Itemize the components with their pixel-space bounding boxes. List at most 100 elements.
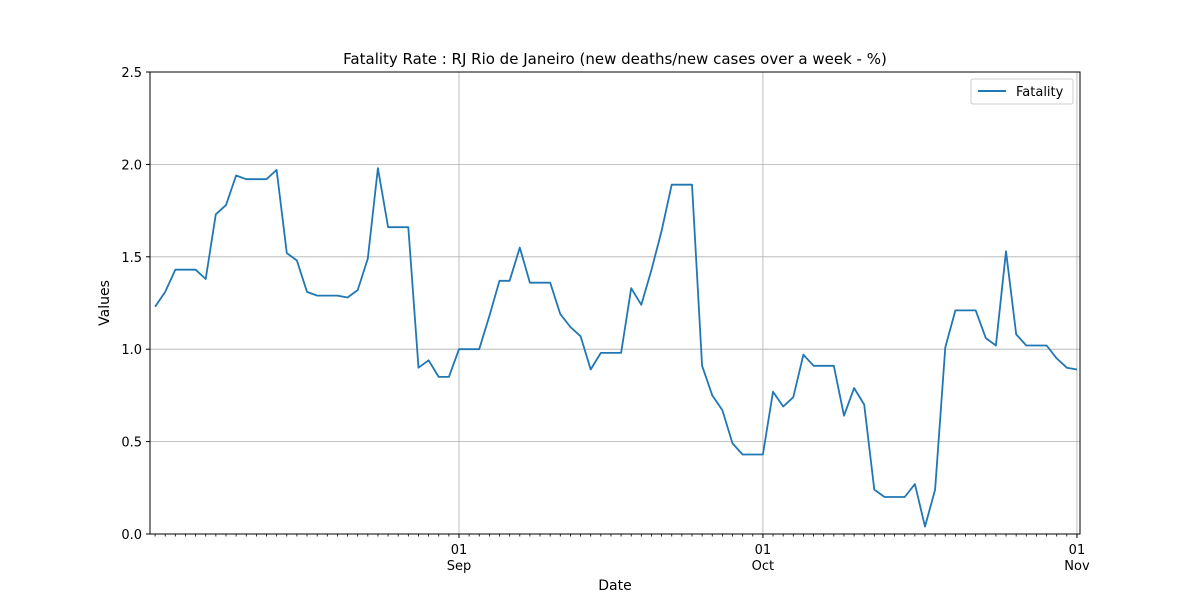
data-point: [620, 352, 622, 354]
data-point: [519, 247, 521, 249]
data-point: [833, 365, 835, 367]
x-axis-label: Date: [598, 578, 631, 594]
data-point: [154, 306, 156, 308]
y-tick-label: 0.5: [121, 436, 142, 451]
data-point: [458, 348, 460, 350]
data-point: [529, 282, 531, 284]
data-point: [195, 269, 197, 271]
data-point: [569, 326, 571, 328]
data-point: [174, 269, 176, 271]
data-point: [691, 184, 693, 186]
data-point: [255, 178, 257, 180]
data-point: [205, 278, 207, 280]
data-point: [347, 296, 349, 298]
data-point: [539, 282, 541, 284]
data-point: [671, 184, 673, 186]
data-point: [934, 489, 936, 491]
series-line-fatality: [154, 167, 1078, 528]
data-point: [387, 226, 389, 228]
data-point: [954, 309, 956, 311]
plot-frame: [149, 71, 1081, 535]
data-point: [478, 348, 480, 350]
data-point: [225, 204, 227, 206]
data-point: [975, 309, 977, 311]
data-point: [367, 258, 369, 260]
gridlines: [150, 71, 1080, 535]
data-point: [215, 213, 217, 215]
data-point: [650, 269, 652, 271]
data-point: [742, 454, 744, 456]
data-point: [549, 282, 551, 284]
y-tick-label: 1.0: [121, 343, 142, 358]
y-tick-label: 2.5: [121, 66, 142, 81]
data-point: [1025, 345, 1027, 347]
data-point: [843, 415, 845, 417]
data-point: [721, 409, 723, 411]
data-point: [468, 348, 470, 350]
data-point: [853, 387, 855, 389]
data-point: [610, 352, 612, 354]
data-point: [326, 295, 328, 297]
data-point: [883, 496, 885, 498]
data-point: [1056, 357, 1058, 359]
x-tick-day-label: 01: [451, 543, 468, 558]
data-point: [600, 352, 602, 354]
data-point: [863, 404, 865, 406]
data-point: [448, 376, 450, 378]
data-point: [357, 289, 359, 291]
data-point: [1046, 345, 1048, 347]
data-point: [813, 365, 815, 367]
data-point: [732, 442, 734, 444]
data-point: [772, 391, 774, 393]
data-point: [235, 174, 237, 176]
x-tick-month-label: Oct: [752, 559, 774, 574]
y-tick-label: 1.5: [121, 251, 142, 266]
data-point: [488, 315, 490, 317]
data-point: [661, 230, 663, 232]
data-point: [711, 394, 713, 396]
data-point: [792, 396, 794, 398]
data-point: [245, 178, 247, 180]
data-point: [894, 496, 896, 498]
data-point: [164, 291, 166, 293]
data-point: [438, 376, 440, 378]
y-tick-label: 0.0: [121, 528, 142, 543]
data-point: [924, 526, 926, 528]
data-point: [417, 367, 419, 369]
legend: Fatality: [970, 78, 1074, 105]
data-point: [1066, 367, 1068, 369]
legend-label-fatality: Fatality: [1016, 85, 1064, 100]
data-point: [630, 287, 632, 289]
x-tick-month-label: Nov: [1064, 559, 1090, 574]
data-point: [914, 483, 916, 485]
data-point: [428, 359, 430, 361]
x-tick-day-label: 01: [1069, 543, 1086, 558]
data-point: [184, 269, 186, 271]
data-point: [377, 167, 379, 169]
data-point: [985, 337, 987, 339]
data-point: [559, 313, 561, 315]
data-point: [823, 365, 825, 367]
data-point: [873, 489, 875, 491]
data-point: [266, 178, 268, 180]
chart-title: Fatality Rate : RJ Rio de Janeiro (new d…: [343, 50, 887, 68]
data-point: [316, 295, 318, 297]
y-axis-ticks: 0.0 0.5 1.0 1.5 2.0 2.5: [121, 66, 150, 543]
data-point: [397, 226, 399, 228]
data-point: [499, 280, 501, 282]
data-point: [681, 184, 683, 186]
data-point: [904, 496, 906, 498]
x-tick-month-label: Sep: [447, 559, 472, 574]
data-point: [640, 304, 642, 306]
data-point: [782, 405, 784, 407]
legend-box: [970, 78, 1074, 105]
data-point: [802, 354, 804, 356]
data-point: [286, 252, 288, 254]
data-point: [509, 280, 511, 282]
data-point: [752, 454, 754, 456]
data-point: [306, 291, 308, 293]
data-point: [1015, 333, 1017, 335]
data-point: [965, 309, 967, 311]
